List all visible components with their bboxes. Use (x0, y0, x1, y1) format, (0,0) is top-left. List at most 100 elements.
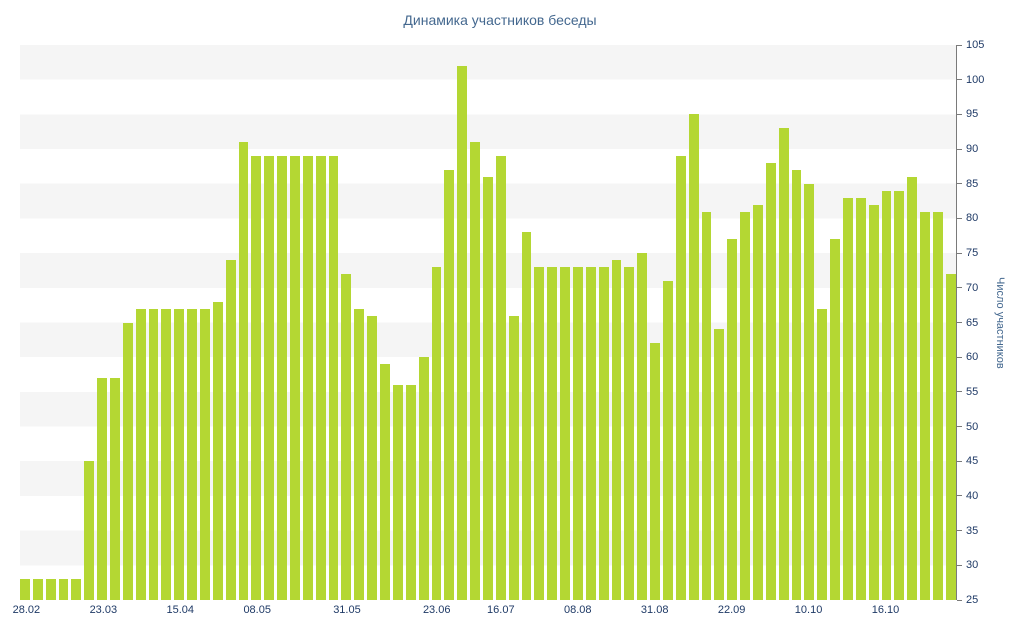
bar[interactable] (315, 156, 326, 600)
bar[interactable] (881, 190, 892, 600)
bar[interactable] (418, 357, 429, 600)
bar[interactable] (650, 343, 660, 600)
bar[interactable] (868, 204, 879, 600)
x-tick-label: 16.10 (871, 604, 900, 616)
bar[interactable] (933, 211, 943, 600)
bar[interactable] (225, 260, 236, 600)
bar[interactable] (894, 190, 905, 600)
bar[interactable] (752, 204, 763, 600)
bar[interactable] (212, 301, 223, 600)
bar[interactable] (727, 239, 738, 600)
y-tick-label: 60 (966, 351, 979, 364)
bar[interactable] (598, 267, 609, 600)
bar[interactable] (585, 267, 596, 600)
bar[interactable] (701, 211, 712, 600)
bar[interactable] (200, 308, 210, 600)
x-tick-label: 16.07 (487, 604, 515, 616)
bar[interactable] (431, 267, 442, 600)
bar[interactable] (328, 156, 339, 600)
bar[interactable] (855, 197, 866, 600)
bar[interactable] (804, 183, 815, 600)
y-tick-label: 65 (966, 316, 979, 329)
bar[interactable] (830, 239, 840, 600)
bar[interactable] (32, 579, 43, 600)
bar[interactable] (688, 114, 699, 600)
bar[interactable] (920, 211, 931, 600)
bar[interactable] (778, 128, 789, 600)
bar[interactable] (405, 384, 416, 600)
bar[interactable] (302, 156, 313, 600)
bar[interactable] (945, 273, 956, 600)
bar[interactable] (238, 142, 249, 600)
bar[interactable] (521, 232, 532, 600)
bar[interactable] (624, 267, 635, 600)
bar[interactable] (560, 267, 570, 600)
bar[interactable] (84, 461, 95, 600)
bar[interactable] (392, 384, 403, 600)
y-tick-label: 75 (966, 247, 979, 260)
bar[interactable] (611, 260, 622, 600)
bar[interactable] (817, 308, 828, 600)
bar[interactable] (354, 308, 365, 600)
bar[interactable] (187, 308, 198, 600)
bar[interactable] (367, 315, 378, 600)
y-tick-label: 85 (966, 177, 979, 190)
x-tick-label: 08.05 (243, 604, 271, 616)
x-tick-label: 31.08 (640, 604, 669, 616)
bar[interactable] (470, 142, 480, 600)
y-tick-mark (957, 564, 962, 566)
bar[interactable] (174, 308, 185, 600)
bar[interactable] (97, 378, 108, 600)
bar[interactable] (765, 162, 776, 600)
y-tick-mark (957, 356, 962, 358)
bar[interactable] (148, 308, 159, 600)
y-tick-mark (957, 322, 962, 323)
bar[interactable] (547, 267, 558, 600)
x-tick-label: 22.09 (717, 604, 746, 616)
bar[interactable] (444, 169, 455, 600)
bar[interactable] (740, 211, 750, 600)
bar[interactable] (264, 156, 275, 600)
x-tick-label: 23.06 (422, 604, 451, 616)
bar[interactable] (71, 579, 82, 600)
bar[interactable] (843, 197, 853, 600)
y-tick-label: 80 (966, 212, 979, 225)
bar[interactable] (791, 169, 802, 600)
bar[interactable] (534, 267, 545, 600)
bar[interactable] (161, 308, 172, 600)
bar[interactable] (290, 156, 300, 600)
y-tick-mark (957, 79, 962, 81)
bar[interactable] (58, 579, 69, 600)
bar[interactable] (572, 267, 583, 600)
bar[interactable] (251, 156, 262, 600)
bar[interactable] (341, 273, 352, 600)
bar[interactable] (457, 65, 468, 600)
bar[interactable] (508, 315, 519, 600)
bar[interactable] (495, 156, 506, 600)
bar[interactable] (122, 322, 133, 600)
y-tick-mark (957, 426, 962, 428)
y-tick-label: 55 (966, 385, 979, 398)
y-tick-mark (957, 391, 962, 393)
bar[interactable] (714, 329, 725, 600)
bar[interactable] (637, 253, 648, 600)
bar[interactable] (482, 176, 493, 600)
bar[interactable] (380, 364, 390, 600)
y-axis: 25 30 35 40 45 50 55 60 65 70 75 80 85 90 95 100 105 (956, 39, 1001, 606)
bar[interactable] (907, 176, 918, 600)
bar[interactable] (277, 156, 288, 600)
y-tick-mark (957, 113, 962, 115)
chart-title: Динамика участников беседы (403, 12, 597, 28)
y-tick-label: 30 (966, 559, 979, 572)
bar[interactable] (662, 280, 673, 600)
y-tick-label: 95 (966, 108, 979, 121)
bar[interactable] (675, 156, 686, 600)
bar[interactable] (45, 579, 56, 600)
bar[interactable] (20, 579, 30, 600)
bar[interactable] (135, 308, 146, 600)
y-tick-mark (957, 495, 962, 497)
bar[interactable] (110, 378, 120, 600)
y-tick-mark (957, 287, 962, 289)
plot-area (20, 45, 956, 600)
